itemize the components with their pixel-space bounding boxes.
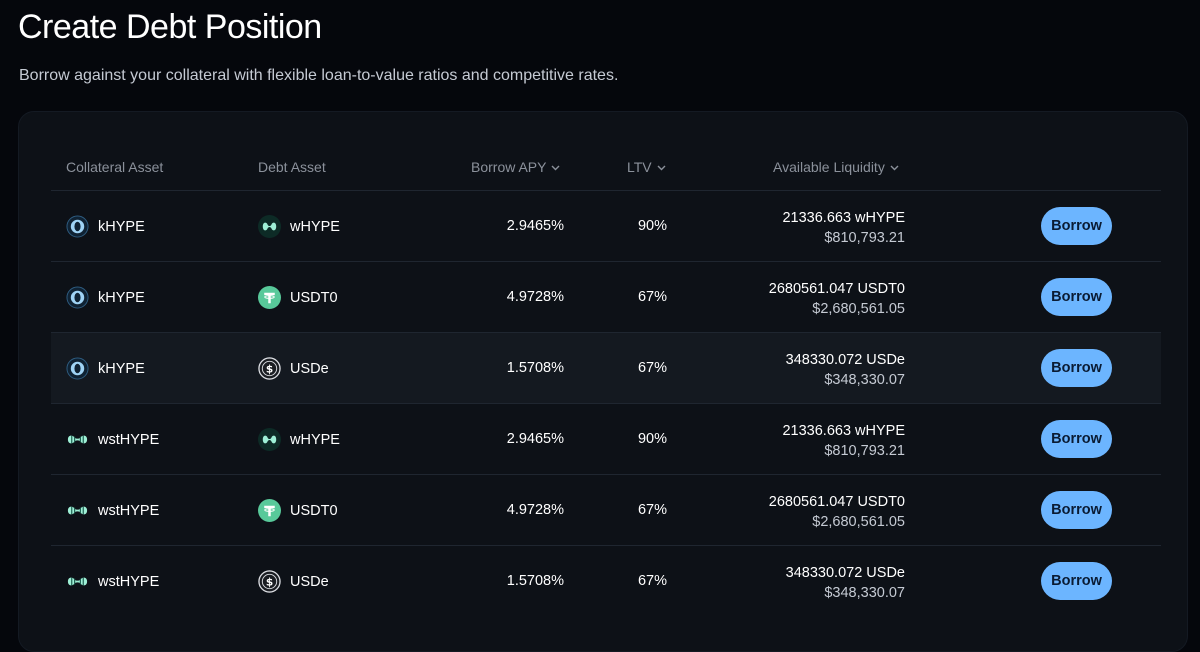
wsthype-icon	[67, 506, 88, 515]
debt-asset-name: USDT0	[290, 289, 338, 306]
collateral-asset-cell: wstHYPE	[66, 499, 159, 522]
collateral-asset-cell: wstHYPE	[66, 570, 159, 593]
liquidity-amount: 21336.663 wHYPE	[782, 423, 905, 439]
table-row: kHYPE $ USDe 1.5708% 67% 348330.072 USDe…	[51, 333, 1161, 404]
borrow-apy-value: 2.9465%	[506, 431, 564, 447]
header-borrow-apy[interactable]: Borrow APY	[471, 159, 560, 175]
debt-asset-cell: USDT0	[258, 286, 338, 309]
ltv-value: 67%	[637, 289, 667, 305]
wsthype-icon	[67, 435, 88, 444]
debt-asset-cell: $ USDe	[258, 570, 329, 593]
header-available-liquidity-label: Available Liquidity	[773, 159, 885, 175]
chevron-down-icon	[890, 165, 899, 171]
liquidity-amount: 21336.663 wHYPE	[782, 210, 905, 226]
available-liquidity-cell: 21336.663 wHYPE $810,793.21	[782, 208, 905, 248]
liquidity-usd: $810,793.21	[824, 443, 905, 459]
ltv-value: 67%	[637, 360, 667, 376]
collateral-asset-cell: kHYPE	[66, 286, 145, 309]
khype-icon	[66, 286, 89, 309]
header-debt-asset: Debt Asset	[258, 159, 326, 175]
liquidity-usd: $348,330.07	[824, 372, 905, 388]
debt-asset-name: wHYPE	[290, 431, 340, 448]
liquidity-usd: $810,793.21	[824, 230, 905, 246]
usdt0-icon	[258, 286, 281, 309]
header-borrow-apy-label: Borrow APY	[471, 159, 547, 175]
collateral-asset-cell: kHYPE	[66, 215, 145, 238]
usde-icon: $	[258, 570, 281, 593]
table-row: wstHYPE $ USDe 1.5708% 67% 348330.072 US…	[51, 546, 1161, 617]
available-liquidity-cell: 2680561.047 USDT0 $2,680,561.05	[769, 492, 905, 532]
collateral-asset-name: wstHYPE	[98, 502, 160, 519]
debt-asset-cell: $ USDe	[258, 357, 329, 380]
borrow-button[interactable]: Borrow	[1041, 207, 1112, 245]
collateral-asset-name: kHYPE	[98, 289, 145, 306]
chevron-down-icon	[551, 165, 560, 171]
borrow-apy-value: 2.9465%	[506, 218, 564, 234]
borrow-apy-value: 1.5708%	[506, 573, 564, 589]
khype-icon	[66, 215, 89, 238]
available-liquidity-cell: 348330.072 USDe $348,330.07	[786, 350, 905, 390]
liquidity-amount: 348330.072 USDe	[785, 352, 905, 368]
borrow-button[interactable]: Borrow	[1041, 349, 1112, 387]
liquidity-usd: $2,680,561.05	[812, 301, 905, 317]
liquidity-usd: $348,330.07	[824, 585, 905, 601]
table-row: kHYPE wHYPE 2.9465% 90% 21336.663 wHYPE …	[51, 191, 1161, 262]
ltv-value: 67%	[637, 502, 667, 518]
collateral-asset-cell: kHYPE	[66, 357, 145, 380]
header-ltv[interactable]: LTV	[627, 159, 666, 175]
borrow-apy-value: 1.5708%	[506, 360, 564, 376]
usdt0-icon	[258, 499, 281, 522]
collateral-asset-name: wstHYPE	[98, 573, 160, 590]
liquidity-amount: 348330.072 USDe	[785, 565, 905, 581]
borrow-apy-value: 4.9728%	[506, 289, 564, 305]
usde-icon: $	[258, 357, 281, 380]
liquidity-amount: 2680561.047 USDT0	[768, 494, 905, 510]
liquidity-amount: 2680561.047 USDT0	[768, 281, 905, 297]
svg-text:$: $	[266, 576, 273, 588]
debt-asset-name: USDe	[290, 360, 329, 377]
borrow-button[interactable]: Borrow	[1041, 420, 1112, 458]
available-liquidity-cell: 348330.072 USDe $348,330.07	[786, 563, 905, 603]
table-row: wstHYPE wHYPE 2.9465% 90% 21336.663 wHYP…	[51, 404, 1161, 475]
debt-positions-table: Collateral Asset Debt Asset Borrow APY L…	[51, 146, 1161, 617]
svg-text:$: $	[266, 363, 273, 375]
page-title: Create Debt Position	[18, 8, 322, 46]
collateral-asset-cell: wstHYPE	[66, 428, 159, 451]
liquidity-usd: $2,680,561.05	[812, 514, 905, 530]
debt-asset-name: wHYPE	[290, 218, 340, 235]
whype-icon	[258, 428, 281, 451]
wsthype-icon	[67, 577, 88, 586]
page-subtitle: Borrow against your collateral with flex…	[19, 67, 619, 84]
borrow-button[interactable]: Borrow	[1041, 562, 1112, 600]
available-liquidity-cell: 21336.663 wHYPE $810,793.21	[782, 421, 905, 461]
ltv-value: 90%	[637, 431, 667, 447]
chevron-down-icon	[657, 165, 666, 171]
table-row: wstHYPE USDT0 4.9728% 67% 2680561.047 US…	[51, 475, 1161, 546]
khype-icon	[66, 357, 89, 380]
whype-icon	[258, 215, 281, 238]
table-header: Collateral Asset Debt Asset Borrow APY L…	[51, 146, 1161, 191]
ltv-value: 90%	[637, 218, 667, 234]
borrow-button[interactable]: Borrow	[1041, 278, 1112, 316]
header-collateral-asset: Collateral Asset	[66, 159, 164, 175]
debt-asset-name: USDT0	[290, 502, 338, 519]
table-row: kHYPE USDT0 4.9728% 67% 2680561.047 USDT…	[51, 262, 1161, 333]
header-ltv-label: LTV	[627, 159, 652, 175]
collateral-asset-name: wstHYPE	[98, 431, 160, 448]
debt-asset-cell: USDT0	[258, 499, 338, 522]
borrow-button[interactable]: Borrow	[1041, 491, 1112, 529]
debt-asset-cell: wHYPE	[258, 428, 340, 451]
collateral-asset-name: kHYPE	[98, 360, 145, 377]
borrow-apy-value: 4.9728%	[506, 502, 564, 518]
collateral-asset-name: kHYPE	[98, 218, 145, 235]
debt-asset-cell: wHYPE	[258, 215, 340, 238]
available-liquidity-cell: 2680561.047 USDT0 $2,680,561.05	[769, 279, 905, 319]
header-available-liquidity[interactable]: Available Liquidity	[773, 159, 899, 175]
ltv-value: 67%	[637, 573, 667, 589]
debt-asset-name: USDe	[290, 573, 329, 590]
debt-positions-card: Collateral Asset Debt Asset Borrow APY L…	[18, 111, 1188, 652]
